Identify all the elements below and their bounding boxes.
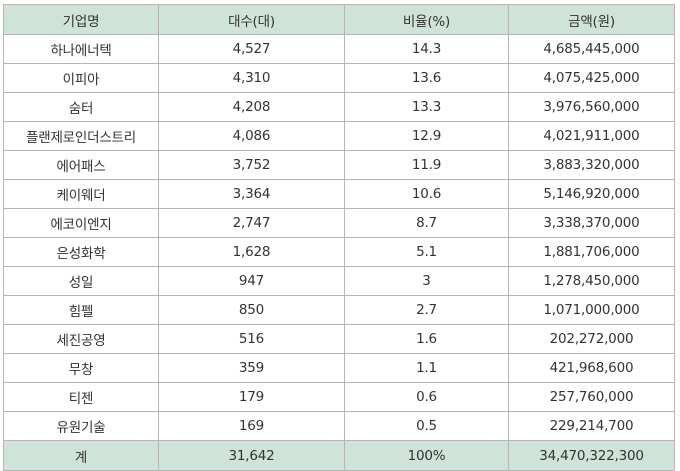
table-row: 플랜제로인더스트리 4,086 12.9 4,021,911,000 bbox=[3, 121, 675, 151]
cell-company: 에코이엔지 bbox=[3, 208, 159, 238]
cell-company: 플랜제로인더스트리 bbox=[3, 121, 159, 151]
table-row: 하나에너텍 4,527 14.3 4,685,445,000 bbox=[3, 34, 675, 64]
cell-amount: 4,075,425,000 bbox=[508, 63, 675, 93]
cell-ratio: 14.3 bbox=[344, 34, 509, 64]
table-row: 유원기술 169 0.5 229,214,700 bbox=[3, 411, 675, 441]
cell-ratio: 13.3 bbox=[344, 92, 509, 122]
cell-count: 179 bbox=[158, 382, 345, 412]
table-body: 하나에너텍 4,527 14.3 4,685,445,000 이피아 4,310 13.6 4… bbox=[3, 34, 675, 441]
header-count: 대수(대) bbox=[158, 4, 345, 35]
cell-ratio: 10.6 bbox=[344, 179, 509, 209]
cell-company: 숨터 bbox=[3, 92, 159, 122]
cell-amount: 3,883,320,000 bbox=[508, 150, 675, 180]
data-table-container: 기업명 대수(대) 비율(%) 금액(원) 하나에너텍 4,527 14.3 4,68… bbox=[3, 4, 675, 471]
cell-company: 성일 bbox=[3, 266, 159, 296]
cell-company: 티젠 bbox=[3, 382, 159, 412]
table-row: 성일 947 3 1,278,450,000 bbox=[3, 266, 675, 296]
table-row: 에어패스 3,752 11.9 3,883,320,000 bbox=[3, 150, 675, 180]
cell-company: 에어패스 bbox=[3, 150, 159, 180]
cell-ratio: 2.7 bbox=[344, 295, 509, 325]
cell-company: 무창 bbox=[3, 353, 159, 383]
cell-company: 유원기술 bbox=[3, 411, 159, 441]
table-header-row: 기업명 대수(대) 비율(%) 금액(원) bbox=[3, 4, 675, 35]
cell-amount: 229,214,700 bbox=[508, 411, 675, 441]
cell-amount: 257,760,000 bbox=[508, 382, 675, 412]
cell-count: 359 bbox=[158, 353, 345, 383]
header-company: 기업명 bbox=[3, 4, 159, 35]
table-row: 힘펠 850 2.7 1,071,000,000 bbox=[3, 295, 675, 325]
cell-amount: 1,881,706,000 bbox=[508, 237, 675, 267]
cell-count: 3,752 bbox=[158, 150, 345, 180]
cell-ratio: 1.6 bbox=[344, 324, 509, 354]
total-label: 계 bbox=[3, 440, 159, 471]
cell-count: 4,310 bbox=[158, 63, 345, 93]
total-count: 31,642 bbox=[158, 440, 345, 471]
table-row: 숨터 4,208 13.3 3,976,560,000 bbox=[3, 92, 675, 122]
cell-ratio: 0.5 bbox=[344, 411, 509, 441]
table-row: 티젠 179 0.6 257,760,000 bbox=[3, 382, 675, 412]
cell-amount: 1,278,450,000 bbox=[508, 266, 675, 296]
cell-count: 3,364 bbox=[158, 179, 345, 209]
table-row: 은성화학 1,628 5.1 1,881,706,000 bbox=[3, 237, 675, 267]
cell-ratio: 3 bbox=[344, 266, 509, 296]
header-ratio: 비율(%) bbox=[344, 4, 509, 35]
table-total-row: 계 31,642 100% 34,470,322,300 bbox=[3, 440, 675, 471]
cell-amount: 4,021,911,000 bbox=[508, 121, 675, 151]
cell-count: 850 bbox=[158, 295, 345, 325]
cell-count: 4,086 bbox=[158, 121, 345, 151]
cell-count: 2,747 bbox=[158, 208, 345, 238]
cell-count: 4,527 bbox=[158, 34, 345, 64]
cell-count: 1,628 bbox=[158, 237, 345, 267]
cell-count: 947 bbox=[158, 266, 345, 296]
cell-amount: 202,272,000 bbox=[508, 324, 675, 354]
header-amount: 금액(원) bbox=[508, 4, 675, 35]
cell-company: 하나에너텍 bbox=[3, 34, 159, 64]
table-row: 이피아 4,310 13.6 4,075,425,000 bbox=[3, 63, 675, 93]
cell-company: 힘펠 bbox=[3, 295, 159, 325]
cell-ratio: 0.6 bbox=[344, 382, 509, 412]
cell-company: 케이웨더 bbox=[3, 179, 159, 209]
cell-amount: 5,146,920,000 bbox=[508, 179, 675, 209]
cell-ratio: 13.6 bbox=[344, 63, 509, 93]
cell-ratio: 8.7 bbox=[344, 208, 509, 238]
cell-count: 516 bbox=[158, 324, 345, 354]
company-stats-table: 기업명 대수(대) 비율(%) 금액(원) 하나에너텍 4,527 14.3 4,68… bbox=[3, 4, 675, 471]
cell-amount: 3,338,370,000 bbox=[508, 208, 675, 238]
table-row: 무창 359 1.1 421,968,600 bbox=[3, 353, 675, 383]
cell-amount: 421,968,600 bbox=[508, 353, 675, 383]
cell-ratio: 11.9 bbox=[344, 150, 509, 180]
cell-count: 169 bbox=[158, 411, 345, 441]
cell-amount: 1,071,000,000 bbox=[508, 295, 675, 325]
cell-company: 이피아 bbox=[3, 63, 159, 93]
total-amount: 34,470,322,300 bbox=[508, 440, 675, 471]
cell-company: 은성화학 bbox=[3, 237, 159, 267]
cell-ratio: 5.1 bbox=[344, 237, 509, 267]
cell-count: 4,208 bbox=[158, 92, 345, 122]
cell-ratio: 12.9 bbox=[344, 121, 509, 151]
cell-ratio: 1.1 bbox=[344, 353, 509, 383]
total-ratio: 100% bbox=[344, 440, 509, 471]
table-row: 세진공영 516 1.6 202,272,000 bbox=[3, 324, 675, 354]
cell-amount: 3,976,560,000 bbox=[508, 92, 675, 122]
table-row: 에코이엔지 2,747 8.7 3,338,370,000 bbox=[3, 208, 675, 238]
table-row: 케이웨더 3,364 10.6 5,146,920,000 bbox=[3, 179, 675, 209]
cell-company: 세진공영 bbox=[3, 324, 159, 354]
cell-amount: 4,685,445,000 bbox=[508, 34, 675, 64]
